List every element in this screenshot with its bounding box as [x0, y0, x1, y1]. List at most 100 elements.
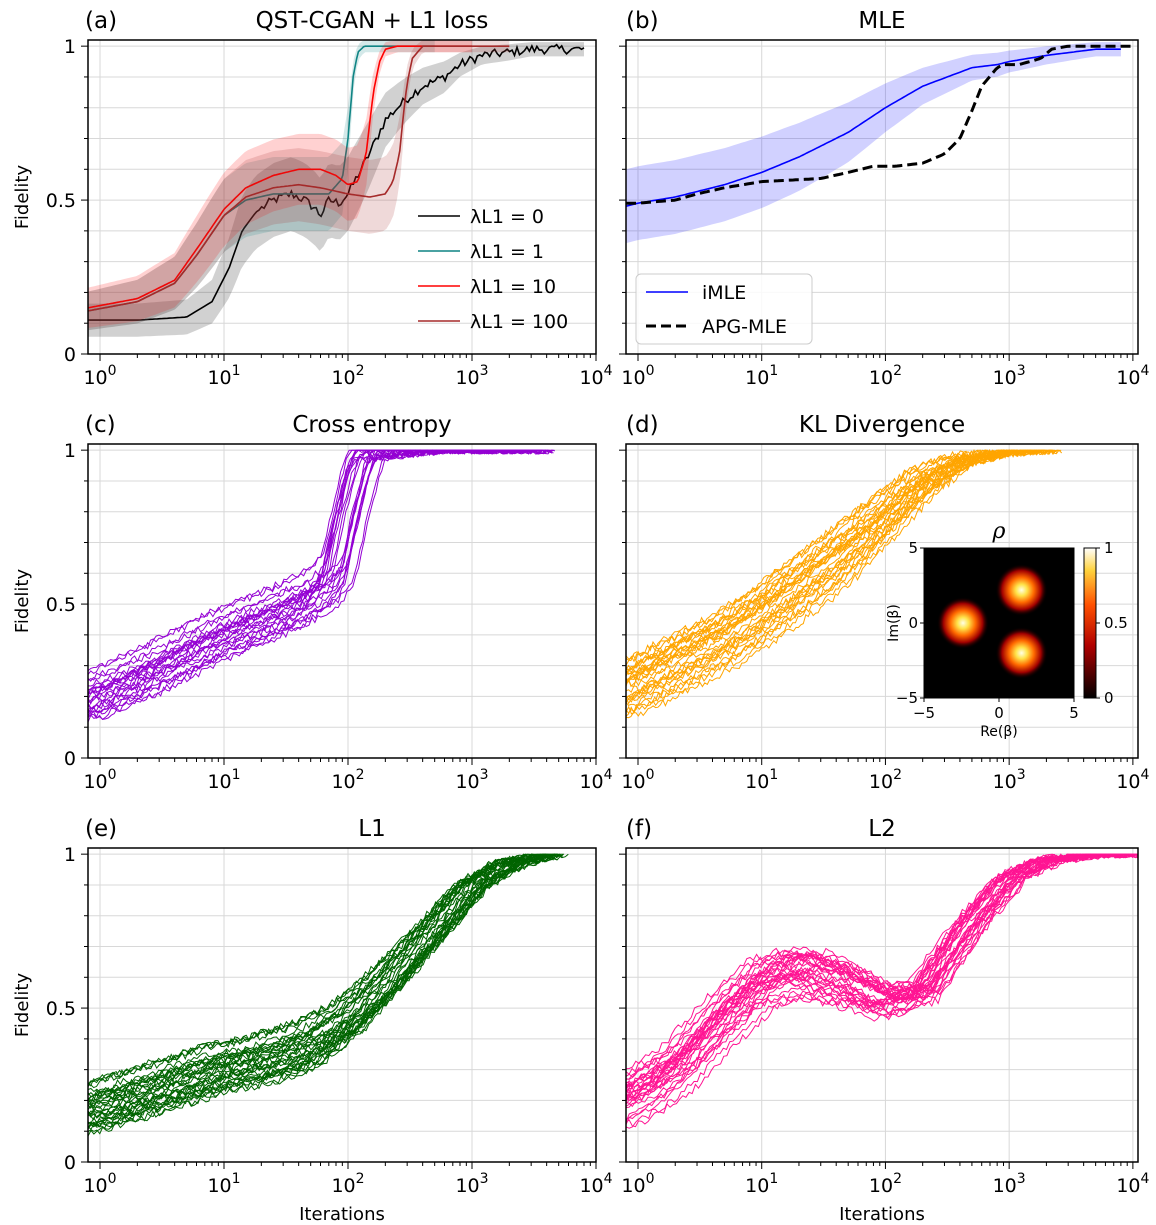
series-line	[626, 449, 1027, 688]
panel-title: KL Divergence	[799, 412, 965, 438]
inset-x-tick-label: −5	[913, 704, 935, 722]
series-line	[88, 449, 554, 721]
panel-title: L2	[868, 816, 895, 842]
series-line	[626, 853, 1125, 1080]
heatmap-peak	[937, 597, 989, 649]
legend: λL1 = 0 λL1 = 1 λL1 = 10 λL1 = 100	[418, 206, 568, 333]
x-tick-label: 100	[621, 1171, 654, 1197]
x-tick-label: 101	[207, 1171, 240, 1197]
series-line	[626, 449, 1017, 683]
axes-frame	[625, 443, 1139, 759]
legend-label: λL1 = 1	[470, 241, 544, 263]
series-line	[626, 853, 1138, 1096]
y-tick-label: 1	[64, 36, 76, 58]
inset-y-tick-label: −5	[896, 689, 918, 707]
inset-y-label: Im(β)	[886, 604, 902, 642]
panel-b: 100 101 102 103 104 MLE (b) iMLE APG-MLE	[619, 8, 1150, 389]
x-tick-label: 104	[579, 363, 612, 389]
x-tick-label: 101	[745, 363, 778, 389]
series-line	[88, 449, 552, 709]
series-line	[88, 449, 547, 695]
y-axis-label: Fidelity	[12, 973, 33, 1038]
series-line	[626, 449, 1048, 671]
panel-title: QST-CGAN + L1 loss	[256, 8, 489, 34]
x-tick-label: 104	[1116, 363, 1149, 389]
x-tick-label: 103	[455, 363, 488, 389]
x-tick-label: 103	[455, 767, 488, 793]
y-tick-label: 1	[64, 440, 76, 462]
x-tick-label: 101	[207, 767, 240, 793]
y-axis-label: Fidelity	[12, 569, 33, 634]
series-line	[88, 853, 553, 1097]
series-line	[88, 853, 533, 1103]
x-tick-label: 101	[745, 767, 778, 793]
series-line	[88, 449, 517, 682]
y-tick-label: 0.5	[46, 998, 76, 1020]
inset-title: ρ	[992, 519, 1006, 544]
panel-label: (d)	[626, 412, 659, 438]
series-line	[626, 449, 1055, 666]
y-tick-label: 0	[64, 1152, 76, 1174]
y-tick-label: 0.5	[46, 594, 76, 616]
series-line	[88, 853, 569, 1100]
grid	[626, 848, 1138, 1162]
series-line	[626, 853, 1115, 1075]
series-line	[626, 853, 1138, 1080]
inset-x-tick-label: 0	[994, 704, 1004, 722]
y-tick-label: 0.5	[46, 190, 76, 212]
series-line	[88, 853, 563, 1113]
y-axis-label: Fidelity	[12, 165, 33, 230]
x-tick-label: 102	[869, 1171, 902, 1197]
panel-c: 100 101 102 103 104 0 0.5 1 Cross entropy (c) Fide…	[12, 412, 613, 793]
x-tick-label: 103	[993, 767, 1026, 793]
series-band	[88, 40, 435, 331]
panel-a: 100 101 102 103 104 0 0.5 1 QST-CGAN + L1 loss (a…	[12, 8, 613, 389]
panel-d: 100 101 102 103 104 KL Divergence (d) ρ −5 0 5 5 0 −5…	[619, 412, 1150, 793]
series-line	[88, 864, 524, 1118]
y-tick-label: 0	[64, 748, 76, 770]
grid	[626, 40, 1138, 354]
legend-label: iMLE	[702, 282, 746, 304]
panel-label: (b)	[626, 8, 659, 34]
series-band	[626, 42, 1121, 244]
series-line	[88, 449, 542, 703]
inset-y-tick-label: 5	[908, 539, 918, 557]
grid	[88, 848, 597, 1162]
panel-label: (a)	[85, 8, 117, 34]
heatmap-peak	[995, 564, 1048, 616]
colorbar-tick-label: 0.5	[1104, 614, 1128, 632]
x-tick-label: 101	[207, 363, 240, 389]
plot-area	[626, 853, 1138, 1129]
series-line	[626, 853, 1105, 1100]
plot-area	[88, 40, 585, 337]
legend: iMLE APG-MLE	[635, 273, 813, 345]
legend-label: λL1 = 100	[470, 311, 568, 333]
x-tick-label: 102	[331, 1171, 364, 1197]
series-line	[88, 853, 560, 1093]
series-line	[88, 449, 538, 711]
colorbar-tick-label: 0	[1104, 689, 1114, 707]
panel-label: (c)	[85, 412, 116, 438]
y-tick-label: 0	[64, 344, 76, 366]
series-line	[88, 858, 530, 1125]
series-band	[88, 42, 584, 337]
series-line	[626, 853, 1110, 1089]
series-line	[88, 853, 527, 1110]
series-line	[88, 853, 564, 1137]
series-line	[626, 853, 1138, 1078]
x-tick-label: 100	[621, 767, 654, 793]
x-tick-label: 103	[993, 1171, 1026, 1197]
x-tick-label: 102	[869, 767, 902, 793]
series-line	[88, 853, 552, 1111]
heatmap-peak	[995, 627, 1048, 679]
panel-title: L1	[358, 816, 385, 842]
series-line	[88, 855, 554, 1104]
series-line	[626, 449, 1027, 671]
series-line	[88, 449, 535, 700]
series-line	[626, 44, 1133, 205]
series-line	[88, 45, 510, 312]
panel-title: Cross entropy	[292, 412, 451, 438]
series-line	[88, 449, 555, 681]
panel-f: 100 101 102 103 104 L2 (f) Iterations	[619, 816, 1150, 1225]
